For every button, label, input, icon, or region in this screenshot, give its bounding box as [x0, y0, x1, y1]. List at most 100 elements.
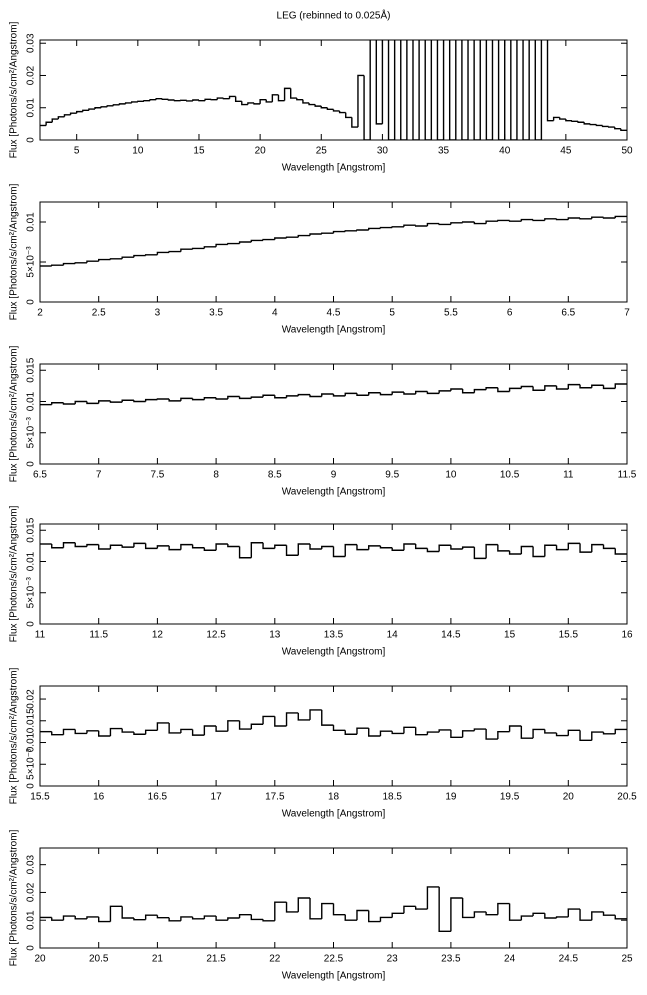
x-tick-label: 11: [35, 630, 46, 641]
spectrum-bin: [155, 98, 163, 100]
spectrum-bin: [450, 388, 463, 391]
spectrum-bin: [203, 397, 217, 400]
y-tick-label: 0.03: [26, 33, 37, 53]
x-tick-label: 15.5: [559, 630, 579, 641]
spectrum-bin: [375, 40, 383, 125]
spectrum-bin: [62, 728, 76, 735]
spectrum-bin: [262, 394, 275, 398]
spectrum-bin: [528, 40, 530, 140]
x-tick-label: 22.5: [324, 954, 344, 965]
y-tick-label: 5×10⁻³: [26, 748, 37, 780]
spectrum-bin: [414, 390, 428, 394]
spectrum-bin: [321, 232, 334, 234]
spectrum-bin: [332, 546, 346, 558]
spectrum-bin: [144, 398, 158, 402]
spectrum-bin: [51, 731, 64, 736]
spectrum-bin: [442, 40, 445, 140]
spectrum-bin: [497, 219, 510, 222]
plot-area: [40, 709, 627, 742]
x-tick-label: 5.5: [444, 308, 458, 319]
x-tick-label: 12.5: [206, 630, 226, 641]
spectrum-bin: [552, 116, 560, 121]
spectrum-bin: [438, 886, 451, 933]
spectrum-bin: [520, 915, 534, 921]
spectrum-bin: [426, 548, 440, 553]
plot-frame: [39, 39, 628, 141]
spectrum-bin: [363, 75, 371, 140]
spectrum-bin: [544, 913, 557, 919]
spectrum-bin: [86, 730, 99, 734]
spectrum-bin: [234, 96, 242, 102]
spectrum-bin: [203, 725, 217, 736]
spectrum-bin: [497, 387, 510, 393]
x-tick-label: 20: [34, 954, 46, 965]
spectrum-bin: [591, 216, 604, 219]
spectrum-bin: [265, 99, 273, 103]
spectrum-bin: [391, 226, 404, 228]
spectrum-bin: [247, 102, 255, 105]
plot-area: [40, 886, 627, 933]
spectrum-bin: [579, 909, 592, 921]
y-tick-label: 5×10⁻³: [26, 417, 37, 449]
spectrum-bin: [121, 545, 134, 548]
spectrum-bin: [156, 722, 170, 731]
plot-frame: [39, 847, 628, 949]
spectrum-bin: [309, 233, 322, 236]
x-tick-label: 16: [93, 792, 105, 803]
spectrum-bin: [51, 544, 64, 549]
x-tick-label: 7.5: [150, 470, 164, 481]
spectrum-bin: [321, 393, 334, 397]
spectrum-bin: [98, 258, 111, 262]
spectrum-bin: [180, 543, 193, 550]
y-tick-label: 0.01: [26, 391, 37, 411]
spectrum-bin: [602, 732, 616, 735]
spectrum-bin: [168, 545, 181, 551]
spectrum-bin: [345, 112, 352, 119]
spectrum-bin: [414, 225, 428, 227]
spectrum-bin: [544, 385, 557, 391]
y-tick-label: 0: [26, 945, 37, 951]
spectrum-bin: [508, 387, 522, 392]
spectrum-bin: [356, 727, 369, 735]
x-tick-label: 22: [269, 954, 281, 965]
x-tick-label: 24.5: [559, 954, 579, 965]
spectrum-bin: [391, 391, 404, 395]
spectrum-bin: [297, 712, 311, 721]
spectrum-bin: [473, 40, 481, 140]
spectrum-bin: [215, 543, 228, 551]
spectrum-bin: [412, 40, 420, 140]
x-axis-label: Wavelength [Angstrom]: [282, 163, 386, 174]
spectrum-bin: [461, 898, 475, 919]
spectrum-bin: [520, 218, 534, 222]
y-tick-label: 5×10⁻³: [26, 577, 37, 609]
spectrum-bin: [332, 725, 346, 732]
spectrum-bin: [546, 40, 554, 122]
spectrum-bin: [215, 243, 228, 247]
spectrum-bin: [191, 916, 205, 920]
spectrum-bin: [144, 729, 158, 735]
spectrum-bin: [149, 98, 157, 101]
spectrum-bin: [69, 112, 77, 115]
spectrum-bin: [285, 712, 299, 726]
spectrum-bin: [461, 221, 475, 223]
spectrum-bin: [544, 729, 557, 734]
spectrum-bin: [579, 543, 592, 553]
x-tick-label: 15.5: [30, 792, 50, 803]
x-tick-label: 15: [193, 146, 205, 157]
spectrum-bin: [86, 260, 99, 263]
x-tick-label: 6: [507, 308, 513, 319]
spectrum-bin: [156, 398, 170, 400]
spectrum-bin: [285, 395, 299, 398]
spectrum-bin: [100, 106, 108, 108]
spectrum-bin: [285, 902, 299, 913]
spectrum-bin: [473, 222, 487, 225]
spectrum-bin: [473, 728, 487, 731]
spectrum-bin: [191, 729, 205, 736]
spectrum-bin: [98, 400, 111, 404]
panel: 15.5 16 16.5 17 17.5 18 18.5 19 19.5 20 20.5 0 5×10⁻…: [9, 667, 638, 819]
spectrum-bin: [45, 121, 53, 126]
y-tick-label: 0: [26, 299, 37, 305]
x-tick-label: 10: [132, 146, 144, 157]
spectrum-bin: [379, 916, 393, 922]
spectrum-bin: [426, 886, 440, 910]
